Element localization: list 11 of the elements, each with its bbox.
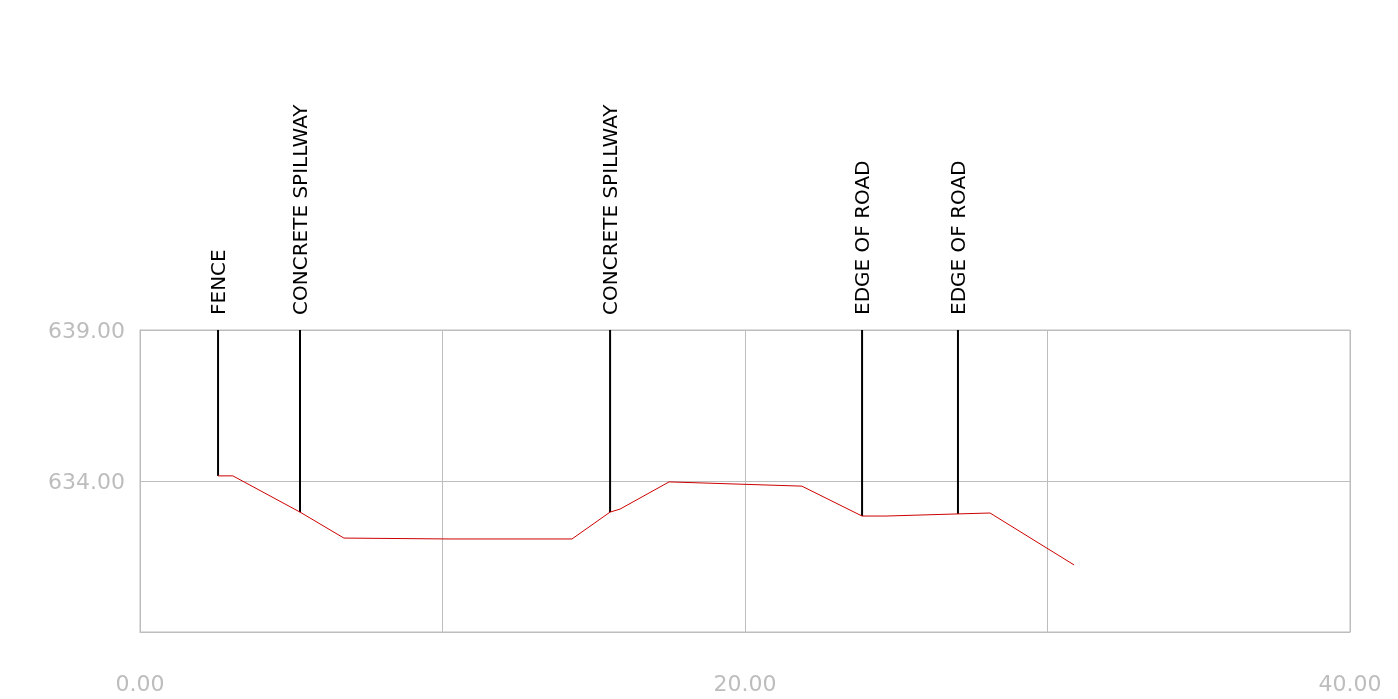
y-tick-label: 634.00 [48, 468, 125, 494]
y-tick-label: 639.00 [48, 317, 125, 343]
annotation: EDGE OF ROAD [945, 160, 970, 315]
x-tick-label: 40.00 [1318, 670, 1382, 696]
x-tick-label: 0.00 [115, 670, 165, 696]
annotation: CONCRETE SPILLWAY [598, 103, 623, 315]
annotation: FENCE [206, 249, 231, 315]
x-tick-label: 20.00 [713, 670, 777, 696]
line-series [217, 475, 1075, 566]
annotation: EDGE OF ROAD [850, 160, 875, 315]
annotation: CONCRETE SPILLWAY [288, 103, 313, 315]
